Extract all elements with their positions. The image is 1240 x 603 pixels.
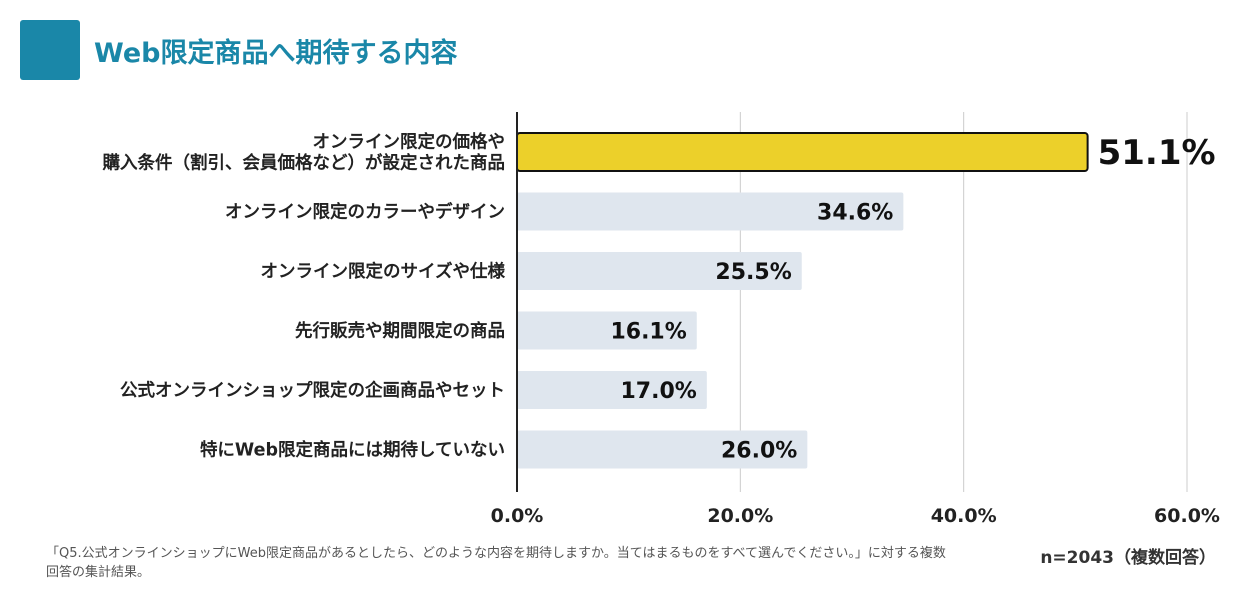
data-label: 25.5%	[715, 260, 791, 285]
category-label: オンライン限定のカラーやデザイン	[225, 202, 505, 223]
bar	[517, 311, 697, 350]
category-label: 先行販売や期間限定の商品	[295, 321, 505, 342]
bar	[517, 192, 904, 231]
x-tick-label: 20.0%	[707, 505, 773, 527]
bar	[517, 430, 808, 469]
chart-header: Web限定商品へ期待する内容	[20, 20, 457, 80]
x-tick-label: 40.0%	[931, 505, 997, 527]
title-square-icon	[20, 20, 80, 80]
survey-footnote: 「Q5.公式オンラインショップにWeb限定商品があるとしたら、どのような内容を期…	[46, 546, 946, 580]
x-tick-label: 60.0%	[1154, 505, 1220, 527]
category-label: 公式オンラインショップ限定の企画商品やセット	[120, 380, 505, 401]
bar	[517, 371, 707, 409]
category-label: オンライン限定の価格や	[313, 132, 506, 153]
data-label: 17.0%	[621, 379, 697, 404]
chart-title: Web限定商品へ期待する内容	[94, 37, 458, 69]
data-label: 34.6%	[817, 201, 893, 226]
category-label: オンライン限定のサイズや仕様	[261, 261, 506, 282]
sample-size: n=2043（複数回答）	[1040, 548, 1216, 568]
data-label: 26.0%	[721, 439, 797, 464]
bar	[517, 252, 802, 290]
bar	[516, 132, 1089, 172]
x-tick-label: 0.0%	[491, 505, 544, 527]
category-label: 特にWeb限定商品には期待していない	[200, 440, 505, 461]
data-label: 51.1%	[1098, 133, 1216, 173]
data-label: 16.1%	[610, 320, 686, 345]
category-label: 購入条件（割引、会員価格など）が設定された商品	[102, 153, 506, 174]
